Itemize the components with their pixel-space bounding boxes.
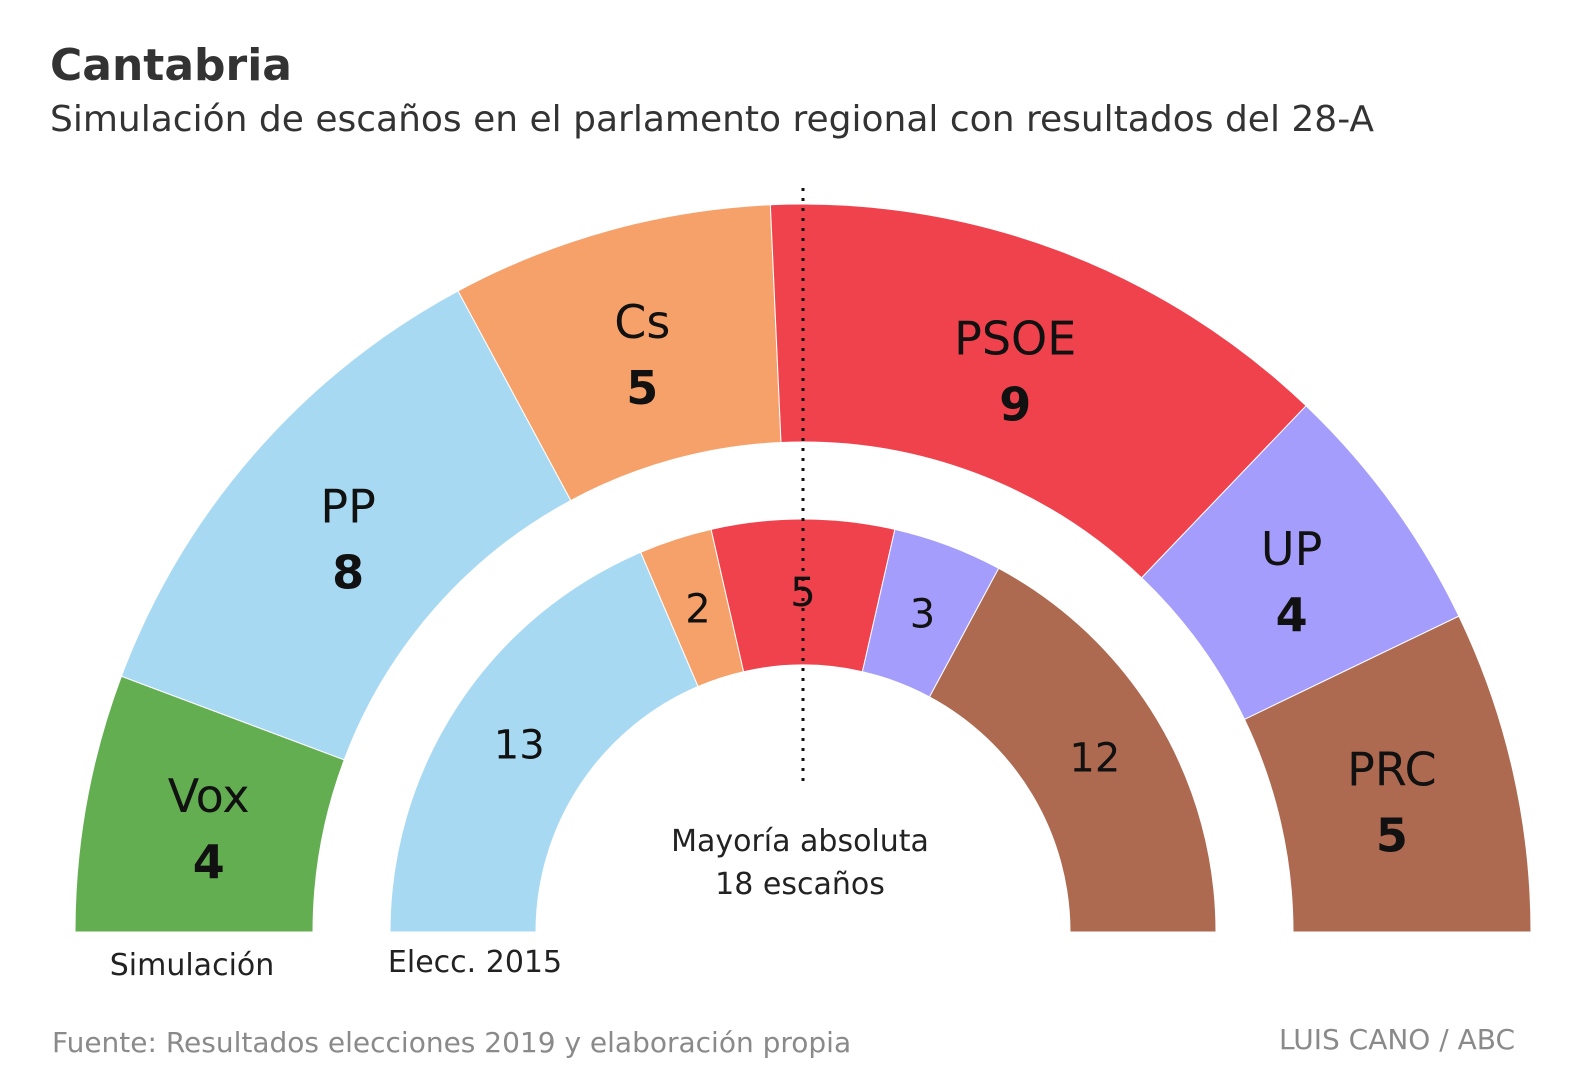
inner-ring-label: Elecc. 2015: [388, 945, 562, 980]
party-seats-pp: 8: [332, 546, 364, 600]
party-name-pp: PP: [320, 480, 375, 534]
party-name-psoe: PSOE: [954, 312, 1076, 366]
party-seats-psoe: 9: [999, 378, 1031, 432]
inner-seats-cs: 2: [685, 587, 710, 633]
outer-segment-pp: [120, 290, 572, 761]
outer-segment-psoe: [769, 203, 1307, 579]
outer-ring-simulacion: [74, 203, 1532, 933]
outer-ring-label: Simulación: [110, 948, 275, 983]
party-seats-cs: 5: [626, 361, 658, 415]
majority-label-line1: Mayoría absoluta: [671, 824, 929, 859]
chart-subtitle: Simulación de escaños en el parlamento r…: [50, 99, 1374, 140]
credit-note: LUIS CANO / ABC: [1279, 1023, 1515, 1056]
inner-ring-elecc-2015: [389, 518, 1217, 933]
party-seats-vox: 4: [193, 835, 225, 889]
inner-seats-pp: 13: [494, 723, 545, 769]
party-name-prc: PRC: [1347, 743, 1437, 797]
inner-segment-prc: [928, 567, 1217, 933]
inner-segment-pp: [389, 551, 699, 933]
majority-label-line2: 18 escaños: [715, 867, 885, 902]
inner-seats-prc: 12: [1069, 736, 1120, 782]
outer-segment-prc: [1243, 615, 1532, 933]
party-name-vox: Vox: [168, 769, 250, 823]
party-name-cs: Cs: [614, 295, 670, 349]
inner-seats-up: 3: [910, 592, 935, 638]
party-seats-up: 4: [1276, 588, 1308, 642]
source-note: Fuente: Resultados elecciones 2019 y ela…: [52, 1026, 851, 1059]
chart-title: Cantabria: [50, 40, 292, 91]
party-name-up: UP: [1261, 522, 1322, 576]
party-seats-prc: 5: [1376, 809, 1408, 863]
